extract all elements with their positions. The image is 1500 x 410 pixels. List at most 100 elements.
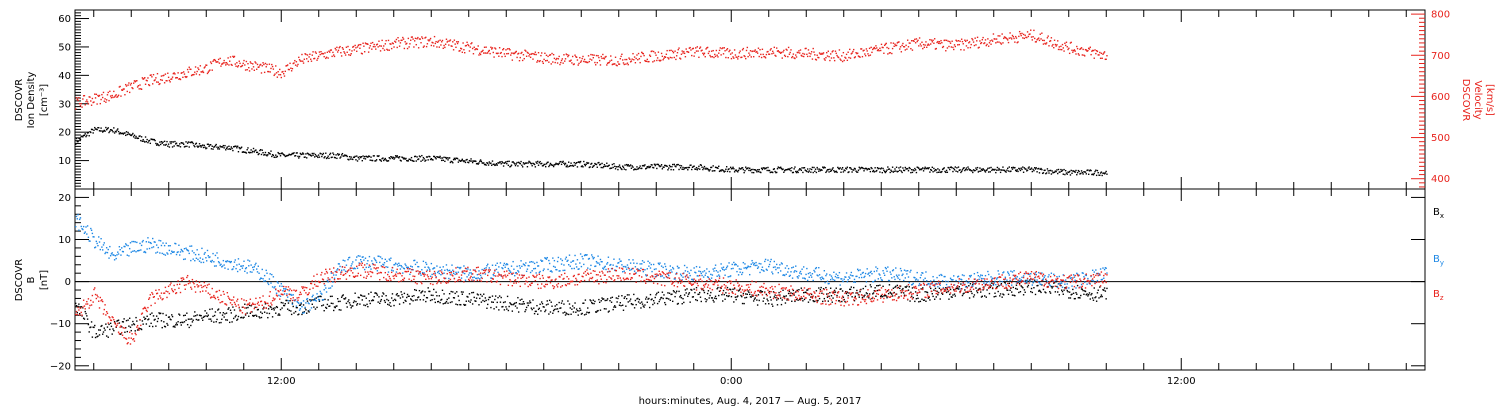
data-point <box>364 304 367 307</box>
data-point <box>580 265 583 268</box>
data-point <box>917 297 919 300</box>
data-point <box>196 70 198 73</box>
data-point <box>213 261 215 263</box>
data-point <box>248 315 250 317</box>
data-point <box>814 168 817 170</box>
data-point <box>129 134 132 136</box>
data-point <box>195 73 198 75</box>
data-point <box>76 140 78 143</box>
data-point <box>635 272 637 274</box>
data-point <box>134 81 136 83</box>
data-point <box>681 303 683 305</box>
data-point <box>121 247 123 249</box>
data-point <box>124 331 126 333</box>
data-point <box>851 296 853 298</box>
data-point <box>424 37 426 39</box>
data-point <box>752 264 755 266</box>
data-point <box>221 63 224 65</box>
data-point <box>708 270 710 273</box>
data-point <box>666 49 668 52</box>
data-point <box>837 167 840 170</box>
data-point <box>386 266 389 268</box>
data-point <box>1022 287 1024 289</box>
data-point <box>474 300 476 302</box>
data-point <box>82 134 85 137</box>
data-point <box>761 168 764 171</box>
data-point <box>118 246 121 248</box>
data-point <box>772 50 774 53</box>
data-point <box>819 288 822 291</box>
data-point <box>117 128 119 130</box>
data-point <box>193 73 195 76</box>
data-point <box>410 299 413 301</box>
data-point <box>419 38 421 40</box>
data-point <box>848 56 850 59</box>
data-point <box>1078 296 1080 299</box>
data-point <box>659 165 661 168</box>
data-point <box>367 156 369 158</box>
data-point <box>564 60 566 62</box>
data-point <box>170 142 172 145</box>
data-point <box>123 88 125 90</box>
data-point <box>232 149 234 152</box>
data-point <box>707 276 710 279</box>
data-point <box>271 155 273 158</box>
data-point <box>664 265 667 268</box>
data-point <box>626 294 629 296</box>
data-point <box>865 48 868 50</box>
data-point <box>1087 169 1089 171</box>
data-point <box>795 298 798 301</box>
data-point <box>706 167 709 170</box>
data-point <box>330 49 333 51</box>
data-point <box>270 67 272 70</box>
data-point <box>554 163 556 166</box>
data-point <box>332 152 334 154</box>
data-point <box>188 66 190 68</box>
data-point <box>868 47 871 50</box>
data-point <box>641 303 644 305</box>
data-point <box>982 289 984 291</box>
data-point <box>739 50 741 52</box>
data-point <box>855 51 857 54</box>
data-point <box>864 53 866 55</box>
data-point <box>287 68 290 71</box>
data-point <box>772 168 775 171</box>
data-point <box>672 290 675 292</box>
data-point <box>954 295 957 297</box>
data-point <box>807 272 810 275</box>
data-point <box>164 73 167 75</box>
data-point <box>783 49 785 52</box>
data-point <box>958 286 960 288</box>
data-point <box>247 147 249 149</box>
data-point <box>172 72 175 75</box>
data-point <box>921 168 923 170</box>
data-point <box>209 69 211 71</box>
data-point <box>89 96 91 98</box>
data-point <box>377 255 379 257</box>
data-point <box>348 155 351 158</box>
data-point <box>829 170 832 172</box>
data-point <box>942 167 945 170</box>
data-point <box>533 268 535 270</box>
data-point <box>758 55 760 58</box>
data-point <box>629 164 632 166</box>
data-point <box>371 260 373 262</box>
data-point <box>631 267 633 270</box>
data-point <box>226 319 229 321</box>
data-point <box>1017 41 1019 43</box>
data-point <box>214 254 217 257</box>
data-point <box>78 303 80 305</box>
data-point <box>309 300 312 302</box>
data-point <box>1053 171 1056 173</box>
data-point <box>352 301 355 304</box>
data-point <box>400 160 402 162</box>
data-point <box>598 59 601 62</box>
data-point <box>757 294 760 296</box>
data-point <box>796 51 799 54</box>
data-point <box>623 297 625 299</box>
data-point <box>741 295 743 298</box>
data-point <box>325 287 327 289</box>
data-point <box>953 167 955 170</box>
data-point <box>841 60 844 63</box>
data-point <box>1103 173 1106 175</box>
